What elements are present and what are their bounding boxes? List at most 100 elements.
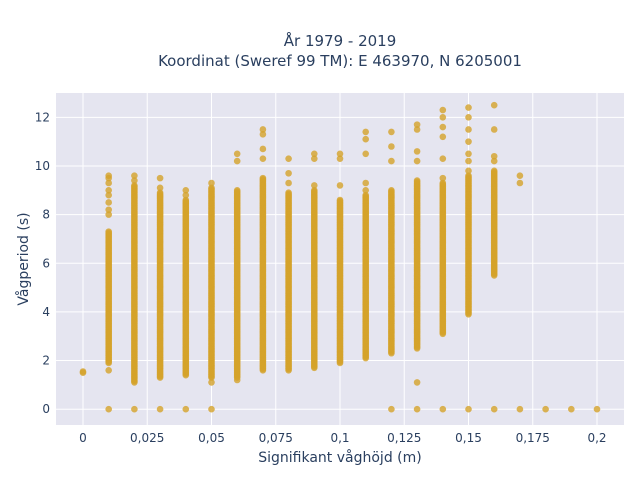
- data-point: [490, 126, 498, 133]
- data-point: [156, 405, 164, 413]
- y-tick-label: 6: [42, 256, 50, 270]
- data-point: [490, 101, 498, 109]
- data-point: [131, 182, 138, 189]
- data-point: [259, 126, 267, 133]
- data-point: [413, 126, 421, 133]
- data-point: [259, 174, 267, 182]
- data-point: [362, 128, 370, 136]
- x-axis-title: Signifikant våghöjd (m): [258, 449, 421, 466]
- data-point: [336, 155, 344, 162]
- y-tick-label: 4: [42, 305, 50, 319]
- data-point: [490, 157, 498, 165]
- data-point: [465, 150, 472, 158]
- data-point: [362, 191, 370, 199]
- data-point: [259, 131, 267, 138]
- x-tick-label: 0: [79, 431, 87, 445]
- data-point: [413, 405, 421, 413]
- data-point: [208, 405, 215, 413]
- x-tick-label: 0,2: [587, 431, 606, 445]
- x-tick-label: 0,125: [387, 431, 421, 445]
- data-point: [516, 179, 524, 187]
- data-point: [233, 376, 241, 384]
- data-point: [362, 150, 370, 158]
- data-point: [465, 104, 472, 111]
- data-point: [285, 189, 292, 197]
- data-point: [310, 186, 318, 194]
- data-point: [388, 405, 395, 413]
- data-point: [105, 179, 112, 187]
- data-point: [105, 191, 112, 199]
- data-point: [465, 167, 472, 175]
- x-tick-label: 0,025: [130, 431, 164, 445]
- data-point: [542, 405, 549, 413]
- data-point: [490, 405, 498, 413]
- data-point: [388, 128, 395, 136]
- data-point: [233, 150, 241, 158]
- data-point: [131, 405, 138, 413]
- data-point: [439, 133, 447, 141]
- data-point: [465, 157, 472, 165]
- x-tick-label: 0,15: [455, 431, 482, 445]
- data-point: [490, 152, 498, 160]
- data-point: [105, 199, 112, 206]
- data-point: [336, 150, 344, 158]
- data-point: [208, 184, 215, 192]
- data-point: [233, 186, 241, 194]
- data-point: [182, 191, 190, 199]
- data-point: [439, 179, 447, 187]
- data-point: [336, 196, 344, 204]
- data-point: [593, 405, 601, 413]
- data-point: [156, 174, 164, 182]
- y-axis-ticks: 0 2 4 6 8 10 12: [35, 110, 50, 416]
- y-tick-label: 2: [42, 354, 50, 368]
- data-point: [568, 405, 575, 413]
- data-point: [310, 150, 318, 158]
- x-tick-label: 0,1: [330, 431, 349, 445]
- x-axis-ticks: 0 0,025 0,05 0,075 0,1 0,125 0,15 0,175 0,2: [79, 431, 606, 445]
- data-points: [79, 101, 601, 413]
- data-point: [516, 405, 524, 413]
- data-point: [388, 143, 395, 150]
- data-point: [105, 405, 112, 413]
- data-point: [439, 155, 447, 162]
- data-point: [465, 405, 472, 413]
- y-tick-label: 10: [35, 159, 50, 173]
- data-point: [208, 179, 215, 187]
- data-point: [208, 379, 215, 386]
- data-point: [105, 186, 112, 194]
- data-point: [413, 121, 421, 128]
- data-point: [105, 206, 112, 214]
- data-point: [465, 172, 472, 179]
- data-point: [182, 186, 190, 194]
- data-point: [105, 211, 112, 218]
- data-point: [79, 368, 87, 375]
- data-point: [105, 228, 112, 235]
- data-point: [259, 145, 267, 153]
- data-point: [156, 189, 164, 197]
- data-point: [413, 148, 421, 155]
- data-point: [105, 172, 112, 179]
- y-tick-label: 8: [42, 208, 50, 222]
- chart-title: År 1979 - 2019: [284, 31, 397, 50]
- data-point: [465, 114, 472, 121]
- data-point: [439, 106, 447, 114]
- data-point: [285, 169, 292, 177]
- data-point: [465, 126, 472, 133]
- data-point: [131, 177, 138, 184]
- data-point: [336, 182, 344, 189]
- x-tick-label: 0,075: [259, 431, 293, 445]
- data-point: [362, 135, 370, 143]
- y-tick-label: 12: [35, 110, 50, 124]
- data-point: [362, 186, 370, 194]
- data-point: [310, 182, 318, 189]
- data-point: [182, 405, 190, 413]
- y-axis-title: Vågperiod (s): [15, 212, 32, 305]
- y-tick-label: 0: [42, 402, 50, 416]
- data-point: [259, 155, 267, 162]
- data-point: [413, 177, 421, 184]
- data-point: [388, 186, 395, 194]
- x-tick-label: 0,175: [516, 431, 550, 445]
- data-point: [362, 179, 370, 187]
- data-point: [285, 155, 292, 162]
